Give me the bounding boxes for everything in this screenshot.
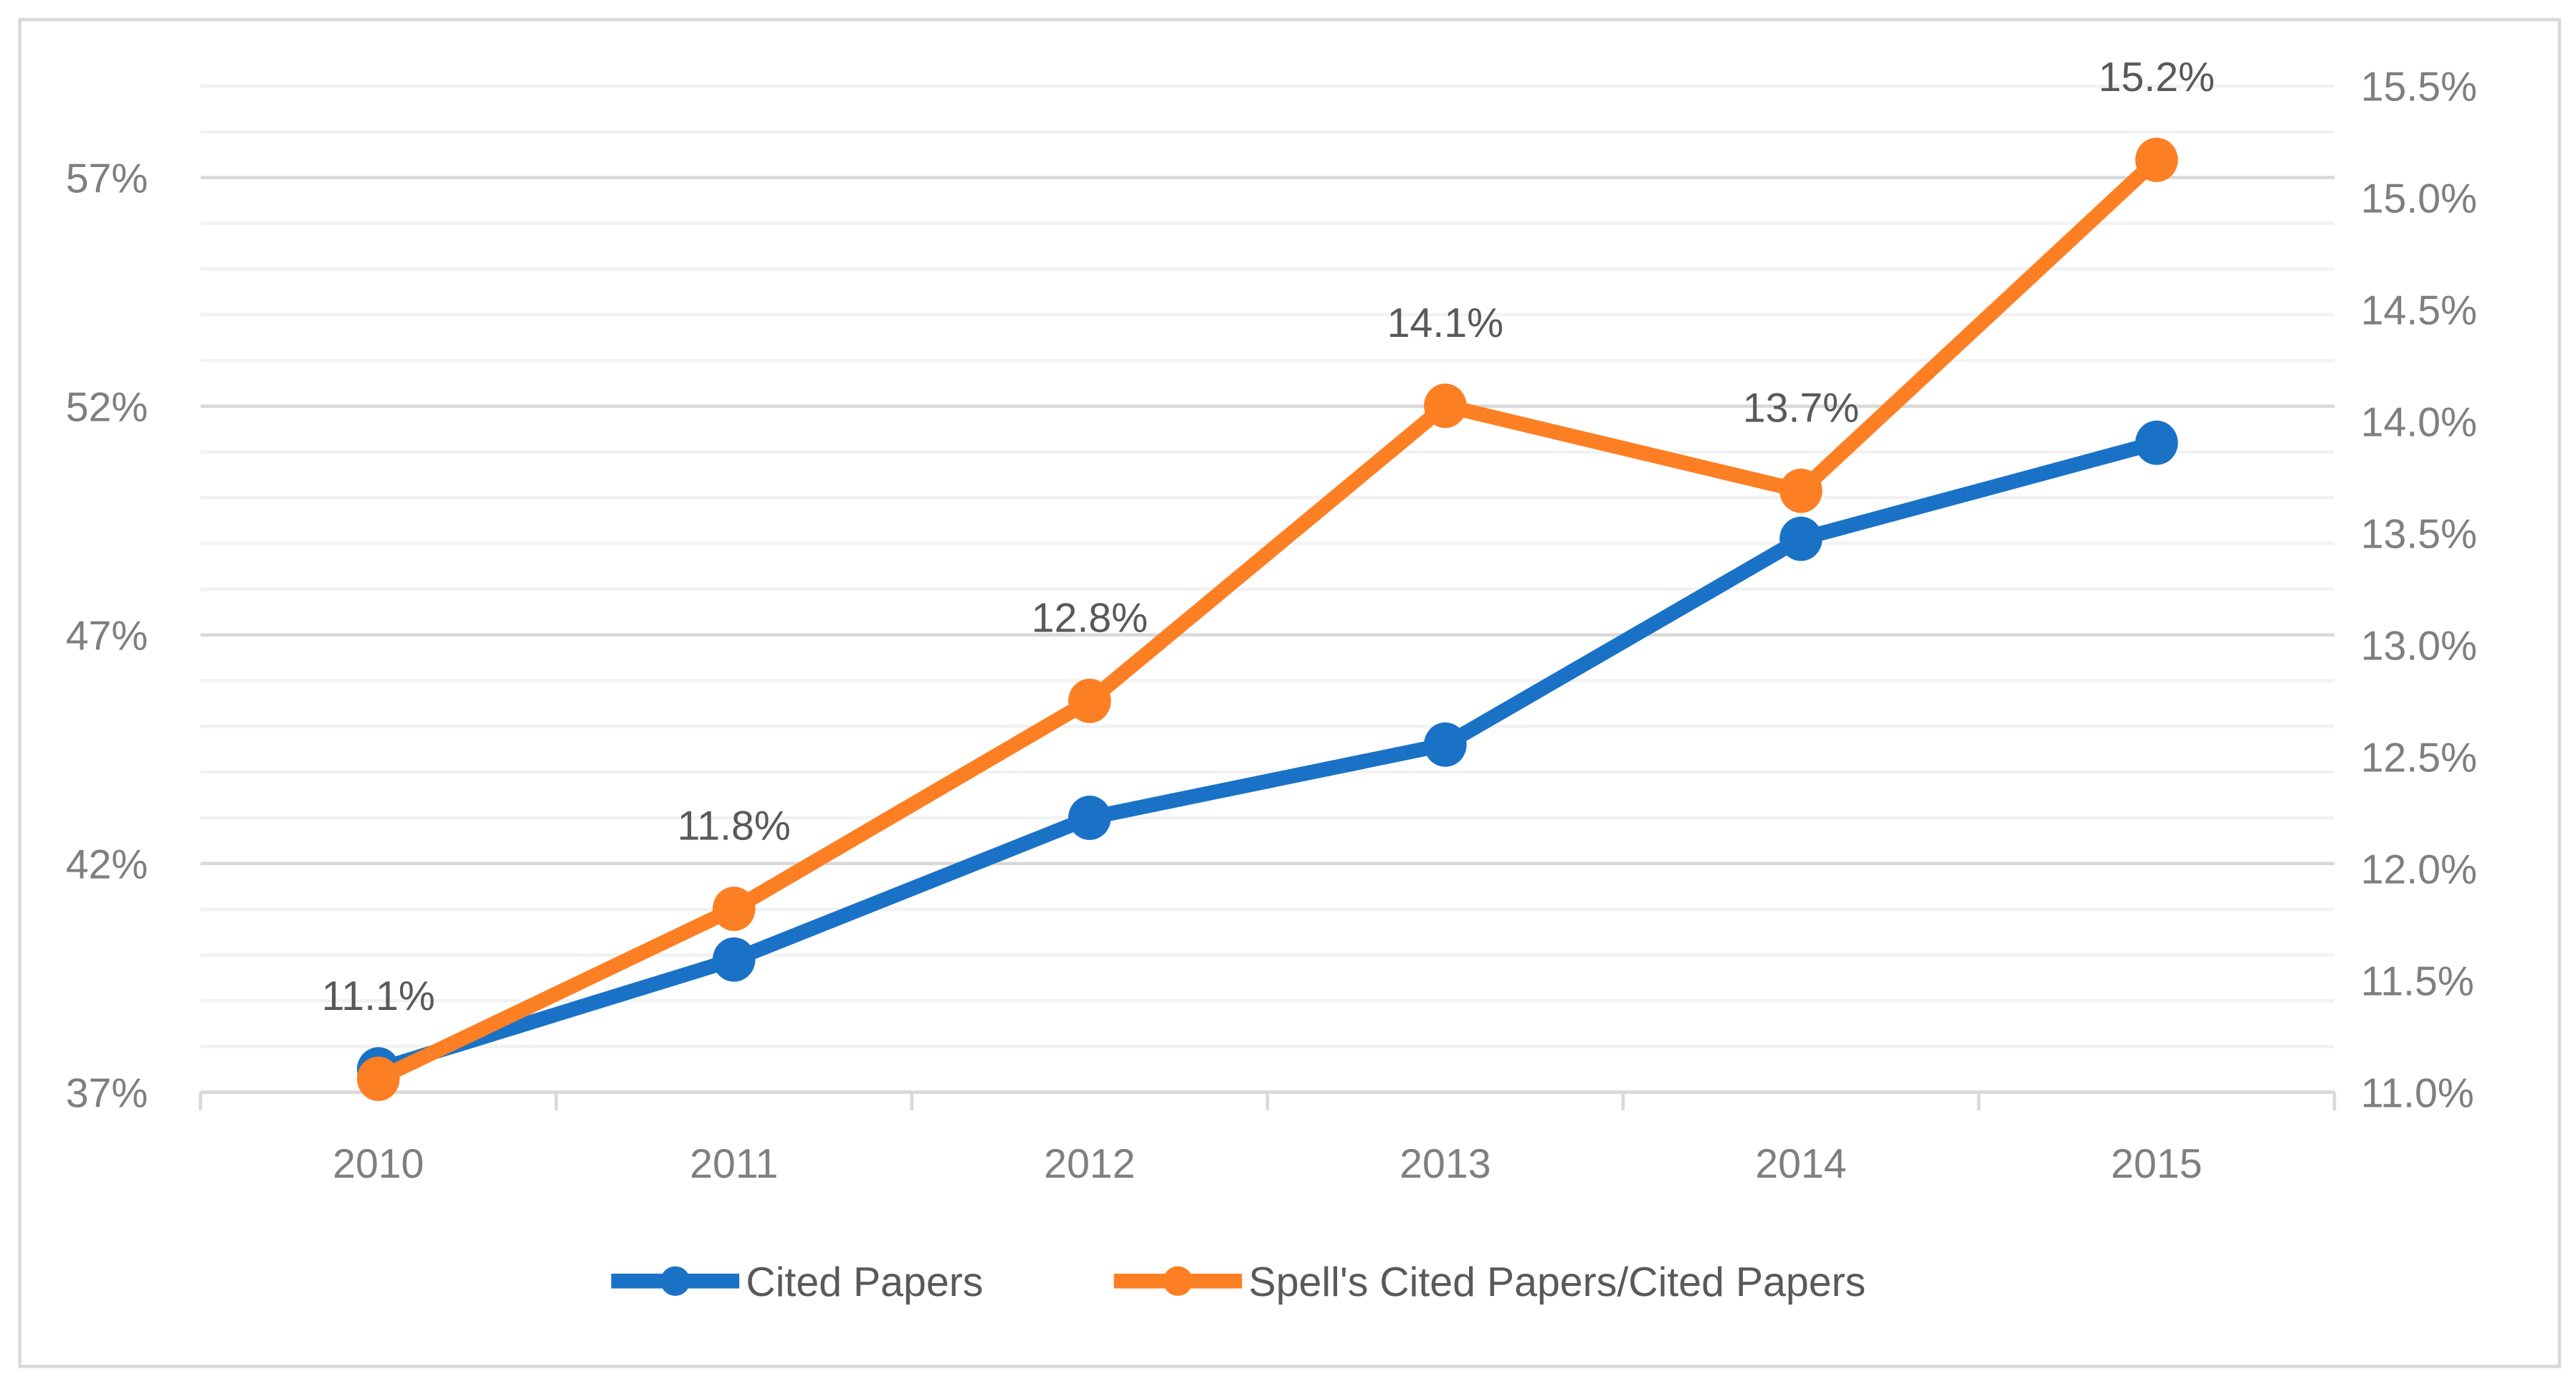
data-point xyxy=(1779,516,1822,561)
right-axis-tick-label: 12.5% xyxy=(2361,735,2477,781)
legend-swatch-marker xyxy=(660,1266,690,1296)
x-axis-tick-label: 2012 xyxy=(1044,1141,1135,1187)
legend-swatch-marker xyxy=(1163,1266,1193,1296)
right-axis-tick-label: 14.5% xyxy=(2361,288,2477,334)
series-group: 11.1% 11.8% 12.8% 14.1% 13.7% 15.2% xyxy=(322,54,2215,1101)
data-point xyxy=(356,1057,400,1101)
right-axis-tick-label: 13.0% xyxy=(2361,623,2477,669)
data-label: 11.8% xyxy=(678,804,791,849)
data-point xyxy=(1424,383,1467,429)
left-axis-tick-label: 52% xyxy=(66,384,148,430)
right-axis-tick-label: 11.0% xyxy=(2361,1070,2474,1116)
data-label: 15.2% xyxy=(2099,54,2215,100)
data-point xyxy=(712,887,756,931)
x-axis-tick-label: 2015 xyxy=(2111,1141,2202,1187)
data-point xyxy=(1424,722,1467,767)
left-axis-tick-label: 47% xyxy=(66,613,148,659)
legend-label: Cited Papers xyxy=(746,1259,983,1305)
data-point xyxy=(1068,678,1111,723)
data-point xyxy=(1779,468,1822,513)
x-axis-tick-label: 2011 xyxy=(690,1141,778,1187)
data-point xyxy=(712,937,756,982)
data-label: 12.8% xyxy=(1032,596,1148,642)
right-axis-tick-label: 12.0% xyxy=(2361,847,2477,892)
right-axis-tick-label: 14.0% xyxy=(2361,400,2477,446)
x-axis-tick-label: 2014 xyxy=(1755,1141,1846,1187)
series-line-0 xyxy=(376,435,2159,1077)
left-axis-tick-label: 42% xyxy=(66,842,148,887)
x-axis-tick-label: 2013 xyxy=(1399,1141,1491,1187)
data-label: 11.1% xyxy=(322,973,435,1019)
right-axis-tick-label: 13.5% xyxy=(2361,512,2477,558)
axes: 37% 42% 47% 52% 57% 11.0% 11.5% 12.0% 12.5% 13.0%… xyxy=(66,65,2477,1187)
x-axis-tick-label: 2010 xyxy=(333,1141,424,1187)
data-point xyxy=(2135,138,2178,182)
left-axis-tick-label: 57% xyxy=(66,156,148,201)
right-axis-tick-label: 11.5% xyxy=(2361,958,2474,1004)
right-axis-tick-label: 15.5% xyxy=(2361,65,2477,110)
legend-label: Spell's Cited Papers/Cited Papers xyxy=(1249,1259,1866,1305)
right-axis-tick-label: 15.0% xyxy=(2361,176,2477,222)
data-label: 14.1% xyxy=(1387,300,1503,346)
data-point xyxy=(2135,420,2178,465)
data-label: 13.7% xyxy=(1743,385,1859,431)
left-axis-tick-label: 37% xyxy=(66,1070,148,1116)
chart-border xyxy=(18,18,2562,1368)
data-point xyxy=(1068,795,1111,840)
series-line-1 xyxy=(375,154,2162,1086)
legend: Cited Papers Spell's Cited Papers/Cited P… xyxy=(611,1259,1866,1305)
